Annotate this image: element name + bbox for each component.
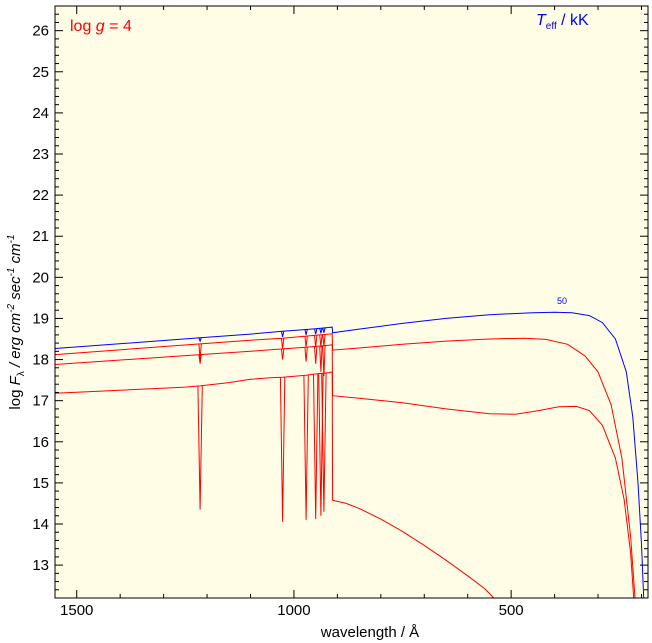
absorption-line-1216-teff-20 [197,385,203,510]
x-tick-label-1000: 1000 [277,602,310,619]
absorption-line-938-teff-50 [319,328,323,334]
plot-area [55,6,648,598]
y-axis-title: log Fλ / erg cm-2 sec-1 cm-1 [6,234,27,409]
curve-label-50: 50 [557,296,567,306]
y-tick-label-20: 20 [32,269,49,286]
y-tick-label-23: 23 [32,146,49,163]
y-tick-label-19: 19 [32,310,49,327]
y-tick-label-21: 21 [32,228,49,245]
absorption-line-931-teff-30 [322,345,326,377]
axis-ticks: 13 14 15 16 17 18 19 20 21 22 23 24 25 26 1500 1000 500 [32,5,648,619]
y-tick-label-25: 25 [32,64,49,81]
absorption-line-950-teff-50 [314,328,318,335]
series-teff-40 [55,333,636,598]
absorption-lines [197,327,327,522]
absorption-line-972-teff-50 [304,329,308,336]
absorption-line-1216-teff-50 [198,337,202,343]
absorption-line-938-teff-30 [319,345,323,372]
series-teff-20 [55,371,495,598]
teff-annotation: Teff / kK [536,12,589,32]
absorption-line-1216-teff-30 [198,354,202,364]
absorption-line-972-teff-40 [304,336,308,348]
y-tick-label-22: 22 [32,187,49,204]
y-tick-label-17: 17 [32,393,49,410]
y-tick-label-26: 26 [32,23,49,40]
y-tick-label-16: 16 [32,434,49,451]
absorption-line-931-teff-40 [322,334,326,347]
x-axis-title: wavelength / Å [320,624,419,641]
absorption-line-950-teff-40 [314,335,318,348]
absorption-line-1216-teff-40 [198,343,202,360]
y-tick-label-24: 24 [32,105,49,122]
logg-annotation: log g = 4 [70,18,132,35]
y-tick-label-13: 13 [32,557,49,574]
absorption-line-950-teff-30 [314,346,318,364]
absorption-line-972-teff-20 [303,375,309,520]
x-tick-label-500: 500 [499,602,524,619]
y-tick-label-14: 14 [32,516,49,533]
absorption-line-1026-teff-30 [280,348,285,360]
absorption-line-1026-teff-40 [280,338,285,350]
absorption-line-950-teff-20 [313,373,319,520]
y-tick-label-18: 18 [32,352,49,369]
x-tick-label-1500: 1500 [60,602,93,619]
y-tick-label-15: 15 [32,475,49,492]
absorption-line-1026-teff-50 [280,331,285,338]
absorption-line-931-teff-50 [322,327,326,333]
absorption-line-972-teff-30 [304,347,308,362]
absorption-line-931-teff-20 [321,373,327,512]
absorption-line-1026-teff-20 [279,377,286,522]
spectra-curves [55,311,645,598]
absorption-line-938-teff-40 [319,334,323,348]
series-teff-50 [55,311,645,598]
series-teff-30 [55,344,635,598]
